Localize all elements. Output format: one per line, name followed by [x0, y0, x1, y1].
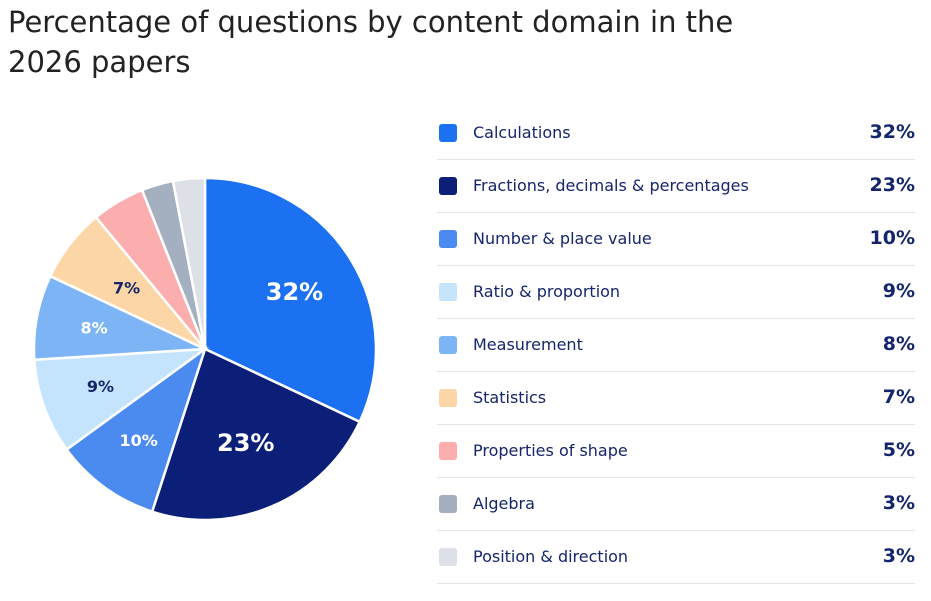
legend-item: Fractions, decimals & percentages 23%: [437, 160, 915, 213]
legend-label: Ratio & proportion: [473, 282, 621, 301]
legend-item: Statistics 7%: [437, 372, 915, 425]
legend-item: Position & direction 3%: [437, 531, 915, 584]
legend-value: 8%: [882, 333, 915, 355]
legend-value: 3%: [882, 545, 915, 567]
legend-label: Calculations: [473, 123, 571, 142]
legend-swatch: [439, 124, 457, 142]
legend-item: Properties of shape 5%: [437, 425, 915, 478]
pie-data-label: 7%: [113, 279, 140, 298]
legend-item: Calculations 32%: [437, 107, 915, 160]
pie-slice: [64, 345, 208, 514]
pie-data-label: 8%: [81, 318, 108, 337]
legend-item: Algebra 3%: [437, 478, 915, 531]
legend-value: 10%: [869, 227, 915, 249]
pie-data-label: 23%: [217, 429, 274, 457]
legend-value: 7%: [882, 386, 915, 408]
legend-value: 5%: [882, 439, 915, 461]
legend-swatch: [439, 442, 457, 460]
pie-chart: 32% 23% 10% 9% 8% 7%: [0, 0, 420, 601]
pie-slice: [33, 347, 210, 452]
pie-slice: [203, 176, 378, 424]
legend-swatch: [439, 283, 457, 301]
pie-data-label: 9%: [87, 377, 114, 396]
legend-swatch: [439, 177, 457, 195]
legend-swatch: [439, 389, 457, 407]
chart-legend: Calculations 32% Fractions, decimals & per…: [437, 107, 915, 584]
legend-value: 32%: [869, 121, 915, 143]
legend-label: Algebra: [473, 494, 535, 513]
legend-label: Fractions, decimals & percentages: [473, 176, 749, 195]
legend-value: 23%: [869, 174, 915, 196]
legend-label: Measurement: [473, 335, 583, 354]
legend-label: Position & direction: [473, 547, 629, 566]
pie-chart-svg: 32% 23% 10% 9% 8% 7%: [32, 176, 378, 522]
legend-label: Number & place value: [473, 229, 652, 248]
legend-swatch: [439, 548, 457, 566]
pie-slice: [150, 347, 362, 522]
legend-item: Measurement 8%: [437, 319, 915, 372]
legend-swatch: [439, 495, 457, 513]
legend-swatch: [439, 230, 457, 248]
pie-data-label: 32%: [266, 278, 323, 306]
legend-item: Ratio & proportion 9%: [437, 266, 915, 319]
pie-slice: [171, 176, 207, 350]
legend-value: 3%: [882, 492, 915, 514]
legend-label: Properties of shape: [473, 441, 628, 460]
pie-data-label: 10%: [120, 431, 158, 450]
legend-item: Number & place value 10%: [437, 213, 915, 266]
chart-title: Percentage of questions by content domai…: [8, 5, 734, 79]
legend-swatch: [439, 336, 457, 354]
legend-label: Statistics: [473, 388, 547, 407]
legend-value: 9%: [882, 280, 915, 302]
